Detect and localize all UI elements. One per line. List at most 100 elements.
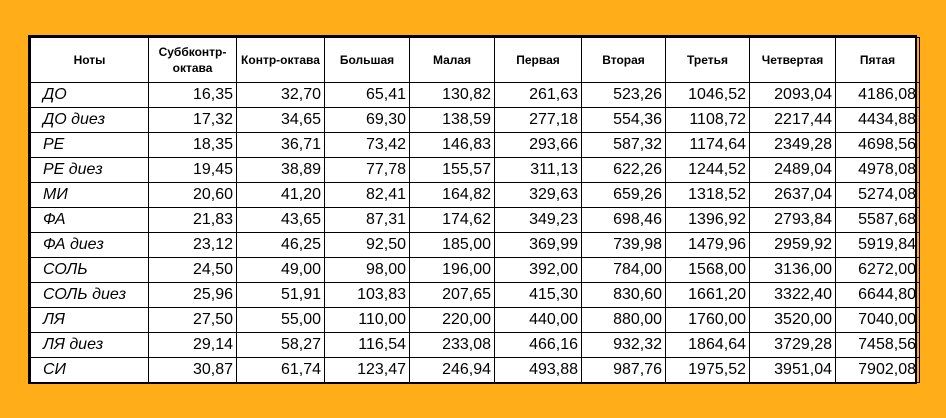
- frequency-cell: 174,62: [409, 207, 495, 233]
- frequency-cell: 1661,20: [665, 282, 750, 308]
- frequency-cell: 880,00: [581, 307, 666, 333]
- table-row: СОЛЬ диез 25,96 51,91 103,83 207,65 415,30 830…: [30, 282, 920, 308]
- frequency-cell: 116,54: [324, 332, 410, 358]
- frequency-cell: 2093,04: [749, 82, 836, 108]
- frequency-cell: 27,50: [148, 307, 237, 333]
- frequency-cell: 73,42: [324, 132, 410, 158]
- header-row: Ноты Суббконтр-октава Контр-октава Большая М…: [30, 37, 920, 83]
- frequency-cell: 5274,08: [835, 182, 920, 208]
- table-row: СИ 30,87 61,74 123,47 246,94 493,88 987,76 1975…: [30, 357, 920, 383]
- frequency-cell: 440,00: [494, 307, 582, 333]
- column-header-octave: Суббконтр-октава: [148, 37, 237, 83]
- frequency-cell: 369,99: [494, 232, 582, 258]
- frequency-cell: 1975,52: [665, 357, 750, 383]
- note-frequency-table: Ноты Суббконтр-октава Контр-октава Большая М…: [30, 37, 920, 383]
- column-header-octave: Третья: [665, 37, 750, 83]
- frequency-cell: 43,65: [236, 207, 325, 233]
- frequency-cell: 2489,04: [749, 157, 836, 183]
- frequency-cell: 5919,84: [835, 232, 920, 258]
- frequency-cell: 1479,96: [665, 232, 750, 258]
- frequency-cell: 20,60: [148, 182, 237, 208]
- frequency-cell: 233,08: [409, 332, 495, 358]
- frequency-cell: 30,87: [148, 357, 237, 383]
- column-header-octave: Четвертая: [749, 37, 836, 83]
- table-row: МИ 20,60 41,20 82,41 164,82 329,63 659,26 1318,…: [30, 182, 920, 208]
- frequency-cell: 7040,00: [835, 307, 920, 333]
- frequency-cell: 21,83: [148, 207, 237, 233]
- frequency-cell: 87,31: [324, 207, 410, 233]
- column-header-octave: Большая: [324, 37, 410, 83]
- frequency-cell: 2959,92: [749, 232, 836, 258]
- column-header-octave: Малая: [409, 37, 495, 83]
- table-body: ДО 16,35 32,70 65,41 130,82 261,63 523,26 1046,…: [30, 82, 920, 383]
- frequency-cell: 987,76: [581, 357, 666, 383]
- frequency-cell: 277,18: [494, 107, 582, 133]
- table-row: ФА 21,83 43,65 87,31 174,62 349,23 698,46 1396,…: [30, 207, 920, 233]
- note-frequency-table-frame: Ноты Суббконтр-октава Контр-октава Большая М…: [28, 35, 920, 384]
- frequency-cell: 19,45: [148, 157, 237, 183]
- frequency-cell: 554,36: [581, 107, 666, 133]
- frequency-cell: 32,70: [236, 82, 325, 108]
- frequency-cell: 38,89: [236, 157, 325, 183]
- column-header-octave: Вторая: [581, 37, 666, 83]
- frequency-cell: 659,26: [581, 182, 666, 208]
- frequency-cell: 41,20: [236, 182, 325, 208]
- table-row: РЕ диез 19,45 38,89 77,78 155,57 311,13 622,26…: [30, 157, 920, 183]
- frequency-cell: 415,30: [494, 282, 582, 308]
- table-row: ЛЯ 27,50 55,00 110,00 220,00 440,00 880,00 1760…: [30, 307, 920, 333]
- note-name-cell: СИ: [30, 357, 149, 383]
- frequency-cell: 784,00: [581, 257, 666, 283]
- frequency-cell: 6272,00: [835, 257, 920, 283]
- frequency-cell: 6644,80: [835, 282, 920, 308]
- note-name-cell: ЛЯ диез: [30, 332, 149, 358]
- table-row: ДО диез 17,32 34,65 69,30 138,59 277,18 554,36…: [30, 107, 920, 133]
- frequency-cell: 4698,56: [835, 132, 920, 158]
- frequency-cell: 36,71: [236, 132, 325, 158]
- frequency-cell: 293,66: [494, 132, 582, 158]
- frequency-cell: 77,78: [324, 157, 410, 183]
- frequency-cell: 18,35: [148, 132, 237, 158]
- frequency-cell: 16,35: [148, 82, 237, 108]
- frequency-cell: 24,50: [148, 257, 237, 283]
- frequency-cell: 98,00: [324, 257, 410, 283]
- frequency-cell: 4186,08: [835, 82, 920, 108]
- frequency-cell: 7902,08: [835, 357, 920, 383]
- note-name-cell: ФА: [30, 207, 149, 233]
- note-name-cell: СОЛЬ диез: [30, 282, 149, 308]
- frequency-cell: 5587,68: [835, 207, 920, 233]
- frequency-cell: 55,00: [236, 307, 325, 333]
- frequency-cell: 3729,28: [749, 332, 836, 358]
- note-name-cell: ДО диез: [30, 107, 149, 133]
- frequency-cell: 138,59: [409, 107, 495, 133]
- table-row: ЛЯ диез 29,14 58,27 116,54 233,08 466,16 932,3…: [30, 332, 920, 358]
- note-name-cell: ЛЯ: [30, 307, 149, 333]
- frequency-cell: 23,12: [148, 232, 237, 258]
- frequency-cell: 46,25: [236, 232, 325, 258]
- table-header: Ноты Суббконтр-октава Контр-октава Большая М…: [30, 37, 920, 83]
- frequency-cell: 329,63: [494, 182, 582, 208]
- frequency-cell: 1396,92: [665, 207, 750, 233]
- frequency-cell: 311,13: [494, 157, 582, 183]
- frequency-cell: 466,16: [494, 332, 582, 358]
- frequency-cell: 49,00: [236, 257, 325, 283]
- frequency-cell: 2793,84: [749, 207, 836, 233]
- frequency-cell: 1318,52: [665, 182, 750, 208]
- frequency-cell: 1760,00: [665, 307, 750, 333]
- frequency-cell: 1108,72: [665, 107, 750, 133]
- frequency-cell: 69,30: [324, 107, 410, 133]
- frequency-cell: 65,41: [324, 82, 410, 108]
- column-header-octave: Контр-октава: [236, 37, 325, 83]
- frequency-cell: 3520,00: [749, 307, 836, 333]
- frequency-cell: 61,74: [236, 357, 325, 383]
- table-row: СОЛЬ 24,50 49,00 98,00 196,00 392,00 784,00 156…: [30, 257, 920, 283]
- note-name-cell: РЕ: [30, 132, 149, 158]
- frequency-cell: 587,32: [581, 132, 666, 158]
- frequency-cell: 82,41: [324, 182, 410, 208]
- frequency-cell: 349,23: [494, 207, 582, 233]
- frequency-cell: 34,65: [236, 107, 325, 133]
- frequency-cell: 110,00: [324, 307, 410, 333]
- frequency-cell: 3322,40: [749, 282, 836, 308]
- frequency-cell: 523,26: [581, 82, 666, 108]
- frequency-cell: 196,00: [409, 257, 495, 283]
- frequency-cell: 146,83: [409, 132, 495, 158]
